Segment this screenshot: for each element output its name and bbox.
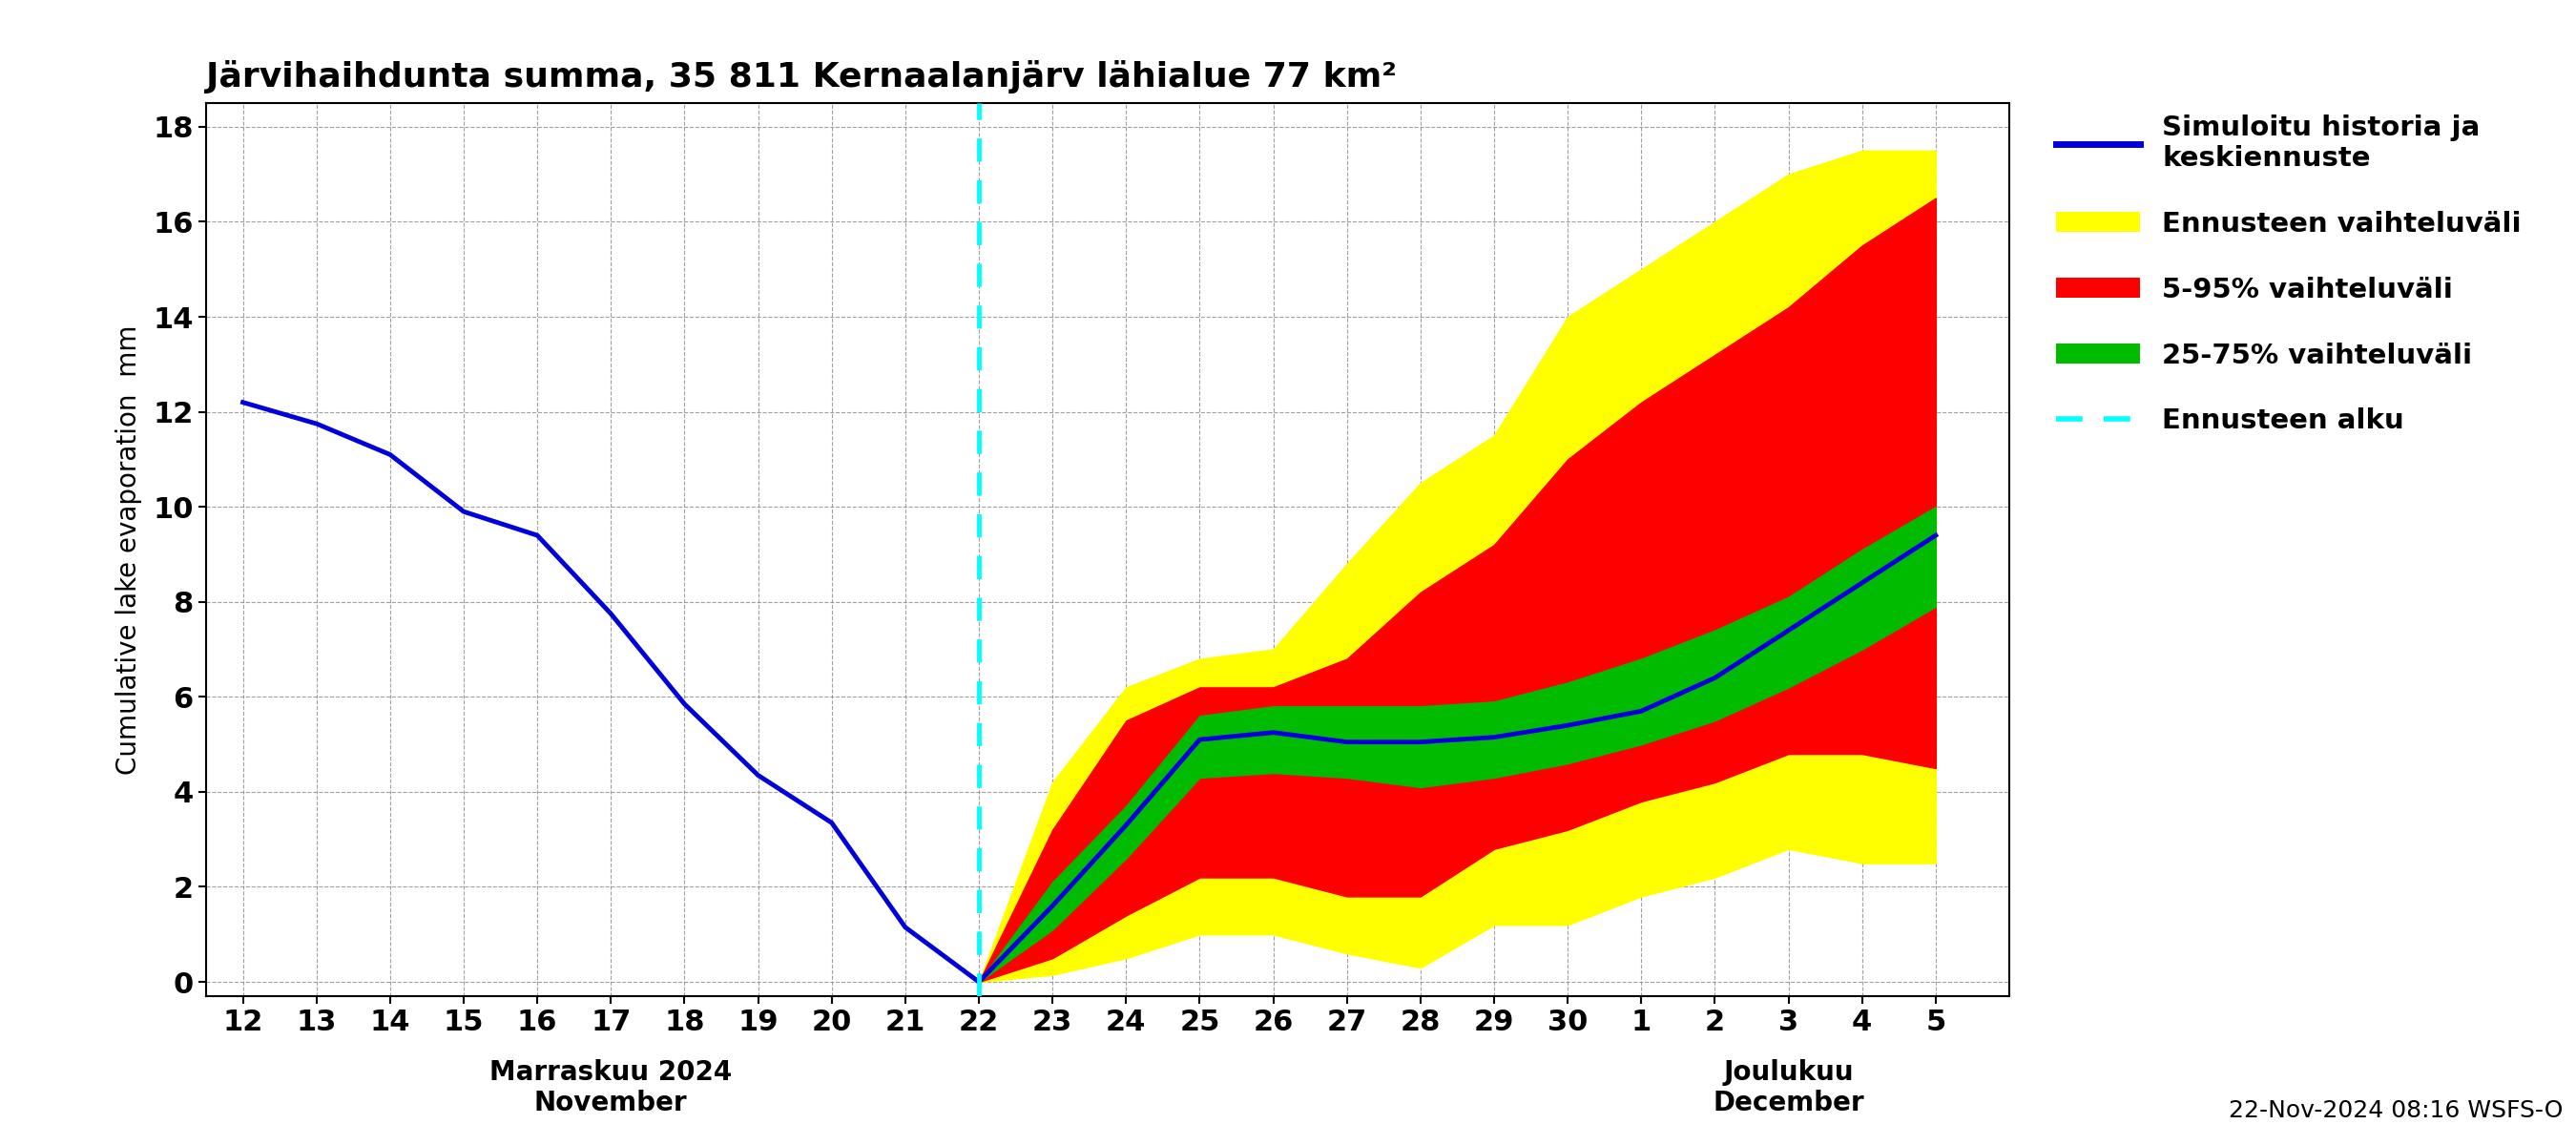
Text: 22-Nov-2024 08:16 WSFS-O: 22-Nov-2024 08:16 WSFS-O bbox=[2228, 1099, 2563, 1122]
Text: Joulukuu
December: Joulukuu December bbox=[1713, 1059, 1865, 1116]
Text: Järvihaihdunta summa, 35 811 Kernaalanjärv lähialue 77 km²: Järvihaihdunta summa, 35 811 Kernaalanjä… bbox=[206, 61, 1396, 94]
Legend: Simuloitu historia ja
keskiennuste, Ennusteen vaihteluväli, 5-95% vaihteluväli, : Simuloitu historia ja keskiennuste, Ennu… bbox=[2045, 103, 2532, 445]
Text: Marraskuu 2024
November: Marraskuu 2024 November bbox=[489, 1059, 732, 1116]
Y-axis label: Cumulative lake evaporation  mm: Cumulative lake evaporation mm bbox=[116, 325, 142, 774]
